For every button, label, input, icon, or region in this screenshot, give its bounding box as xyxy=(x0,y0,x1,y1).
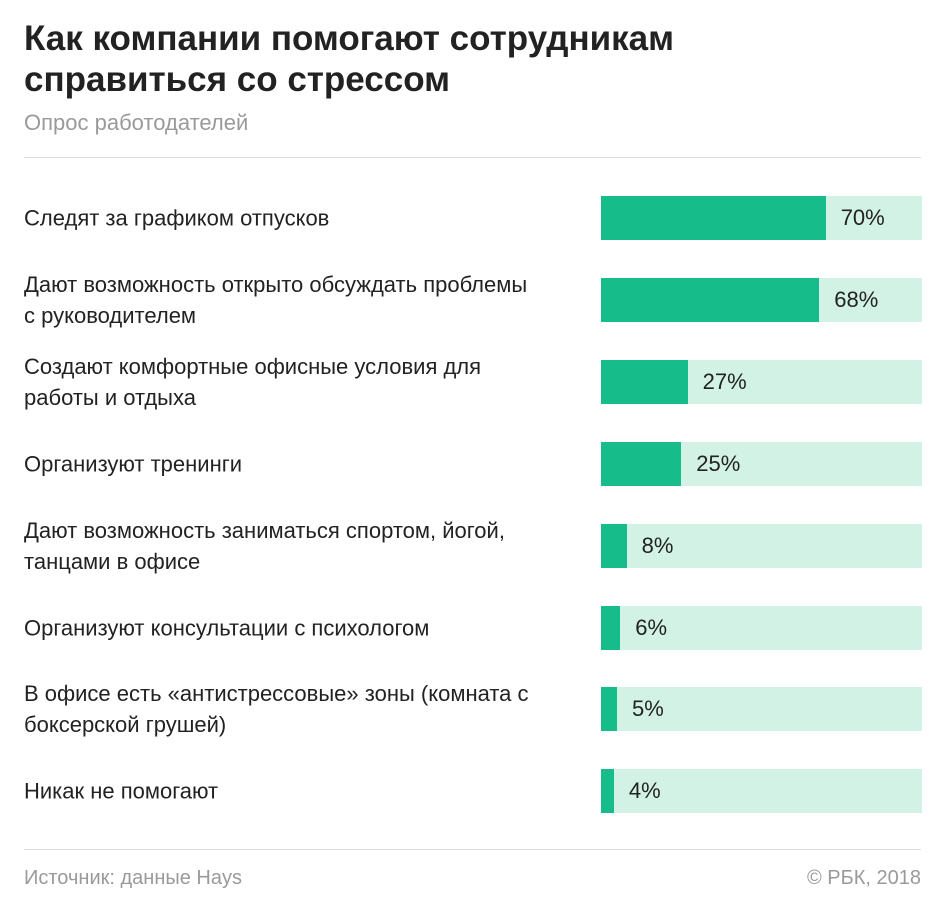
value-label: 8% xyxy=(641,532,674,558)
category-label: Создают комфортные офисные условия для р… xyxy=(24,353,482,410)
bar xyxy=(601,687,618,732)
category-label: Дают возможность открыто обсуждать пробл… xyxy=(24,271,528,328)
category-label: Организуют тренинги xyxy=(24,451,243,477)
bar-track xyxy=(601,605,922,650)
value-label: 25% xyxy=(696,450,741,476)
category-label: Дают возможность заниматься спортом, йог… xyxy=(24,517,505,574)
bar xyxy=(601,769,614,814)
value-label: 6% xyxy=(635,614,668,640)
bar xyxy=(601,441,682,486)
source: Источник: данные Hays xyxy=(24,867,242,889)
category-label: Организуют консультации с психологом xyxy=(24,615,430,640)
bar-track xyxy=(601,687,922,732)
bar xyxy=(601,523,627,568)
bar-track xyxy=(601,523,922,568)
bar xyxy=(601,277,820,322)
value-label: 68% xyxy=(834,286,879,312)
bar-track xyxy=(601,769,922,814)
divider xyxy=(24,849,921,850)
chart-subtitle: Опрос работодателей xyxy=(24,110,249,135)
value-label: 70% xyxy=(840,205,885,230)
category-label: В офисе есть «антистрессовые» зоны (комн… xyxy=(24,681,529,738)
bar xyxy=(601,605,621,650)
credit: © РБК, 2018 xyxy=(806,867,921,889)
bar xyxy=(601,196,826,240)
bar xyxy=(601,359,688,404)
value-label: 4% xyxy=(628,778,661,804)
category-label: Никак не помогают xyxy=(24,778,219,804)
chart-title: Как компании помогают сотрудникам справи… xyxy=(24,19,675,99)
category-label: Следят за графиком отпусков xyxy=(24,205,330,231)
value-label: 5% xyxy=(632,696,664,722)
value-label: 27% xyxy=(702,368,747,394)
divider xyxy=(24,157,921,158)
